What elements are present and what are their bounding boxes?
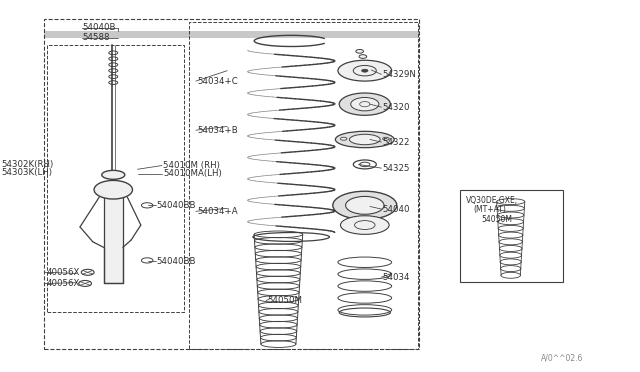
Bar xyxy=(189,22,418,349)
Text: 54050M: 54050M xyxy=(481,215,512,224)
Bar xyxy=(104,182,123,283)
Ellipse shape xyxy=(349,134,380,145)
Ellipse shape xyxy=(340,137,347,140)
Ellipse shape xyxy=(335,131,394,148)
Text: 54320: 54320 xyxy=(383,103,410,112)
Text: 54034+C: 54034+C xyxy=(197,77,238,86)
Text: 54010MA(LH): 54010MA(LH) xyxy=(163,169,222,178)
Ellipse shape xyxy=(333,191,397,219)
Text: 54329N: 54329N xyxy=(383,70,417,79)
Text: 54040BB: 54040BB xyxy=(157,257,196,266)
Bar xyxy=(460,190,563,282)
Text: 54040: 54040 xyxy=(383,205,410,214)
Text: 54034: 54034 xyxy=(383,273,410,282)
Text: 54322: 54322 xyxy=(383,138,410,147)
Ellipse shape xyxy=(356,49,364,53)
Text: 54034+B: 54034+B xyxy=(197,126,238,135)
Text: 54040BB: 54040BB xyxy=(157,201,196,210)
Bar xyxy=(44,19,419,349)
Ellipse shape xyxy=(102,170,125,179)
Ellipse shape xyxy=(383,137,389,140)
Text: A/0^^02.6: A/0^^02.6 xyxy=(541,353,583,362)
Text: (MT+AT): (MT+AT) xyxy=(474,205,506,214)
Text: 54010M (RH): 54010M (RH) xyxy=(163,161,220,170)
Text: 54325: 54325 xyxy=(383,164,410,173)
Ellipse shape xyxy=(94,180,132,199)
Ellipse shape xyxy=(339,93,390,115)
Bar xyxy=(47,45,184,312)
Ellipse shape xyxy=(338,60,392,81)
Text: 54040B: 54040B xyxy=(82,23,115,32)
Text: 40056X: 40056X xyxy=(46,268,79,277)
Text: 54302K(RH): 54302K(RH) xyxy=(1,160,54,169)
Text: 54034+A: 54034+A xyxy=(197,207,237,216)
Ellipse shape xyxy=(351,97,379,111)
Ellipse shape xyxy=(359,55,367,58)
Text: VQ30DE,GXE,: VQ30DE,GXE, xyxy=(466,196,518,205)
Text: 54303K(LH): 54303K(LH) xyxy=(1,168,52,177)
Ellipse shape xyxy=(346,196,384,214)
Text: 54050M: 54050M xyxy=(268,296,303,305)
Text: 40056X: 40056X xyxy=(46,279,79,288)
Ellipse shape xyxy=(362,69,368,72)
Ellipse shape xyxy=(340,216,389,234)
Text: 54588: 54588 xyxy=(82,33,109,42)
